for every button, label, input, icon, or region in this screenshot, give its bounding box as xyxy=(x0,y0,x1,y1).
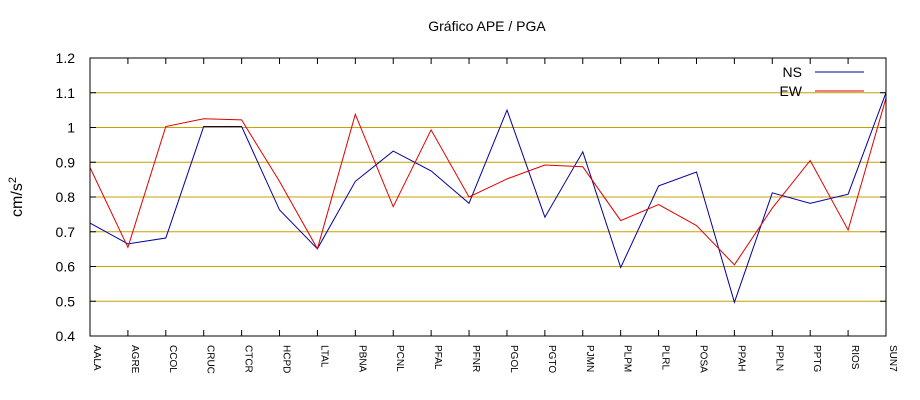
y-tick-label: 0.4 xyxy=(56,328,76,344)
x-tick-label: HCPD xyxy=(281,345,292,373)
x-tick-label: PFAL xyxy=(432,345,443,370)
series-line-ns xyxy=(89,92,887,304)
y-tick-label: 0.8 xyxy=(56,189,76,205)
x-tick-label: AGRE xyxy=(129,345,140,374)
x-axis-ticks: AALA AGRE CCOL CRUC CTCR HCPD LTAL PBNA PCNL PFAL… xyxy=(89,58,898,374)
x-tick-label: PLPM xyxy=(622,345,633,372)
x-tick-label: PLRL xyxy=(660,345,671,370)
x-tick-label: PPAH xyxy=(735,345,746,372)
chart-title: Gráfico APE / PGA xyxy=(428,18,546,34)
y-tick-label: 1.1 xyxy=(56,85,76,101)
x-tick-label: CTCR xyxy=(243,345,254,373)
x-tick-label: PPTG xyxy=(811,345,822,372)
y-tick-label: 0.9 xyxy=(56,154,76,170)
y-tick-label: 0.7 xyxy=(56,224,76,240)
legend-label-ns: NS xyxy=(783,64,802,80)
x-tick-label: LTAL xyxy=(318,345,329,368)
y-tick-label: 1.2 xyxy=(56,50,76,66)
x-tick-label: SUN7 xyxy=(887,345,898,372)
x-tick-label: PBNA xyxy=(356,345,367,373)
y-axis-ticks: 0.4 0.5 0.6 0.7 0.8 0.9 1 1.1 1.2 xyxy=(56,50,886,344)
y-axis-label: cm/s2 xyxy=(7,177,26,217)
y-tick-label: 1 xyxy=(67,120,75,136)
y-tick-label: 0.6 xyxy=(56,259,76,275)
x-tick-label: PGOL xyxy=(508,345,519,373)
x-tick-label: PJMN xyxy=(584,345,595,372)
x-tick-label: RIOS xyxy=(849,345,860,370)
y-axis-label-superscript: 2 xyxy=(7,177,19,183)
x-tick-label: POSA xyxy=(697,345,708,373)
series-lines xyxy=(89,92,887,304)
series-line-ew xyxy=(89,97,887,266)
x-tick-label: PPLN xyxy=(773,345,784,371)
x-tick-label: CCOL xyxy=(167,345,178,373)
gridlines xyxy=(90,92,886,302)
x-tick-label: PGTO xyxy=(546,345,557,373)
plot-frame xyxy=(89,57,887,337)
y-tick-label: 0.5 xyxy=(56,293,76,309)
x-tick-label: CRUC xyxy=(205,345,216,374)
legend-label-ew: EW xyxy=(779,83,802,99)
x-tick-label: AALA xyxy=(91,345,102,371)
legend: NS EW xyxy=(779,64,864,99)
x-tick-label: PCNL xyxy=(394,345,405,372)
x-tick-label: PFNR xyxy=(470,345,481,372)
